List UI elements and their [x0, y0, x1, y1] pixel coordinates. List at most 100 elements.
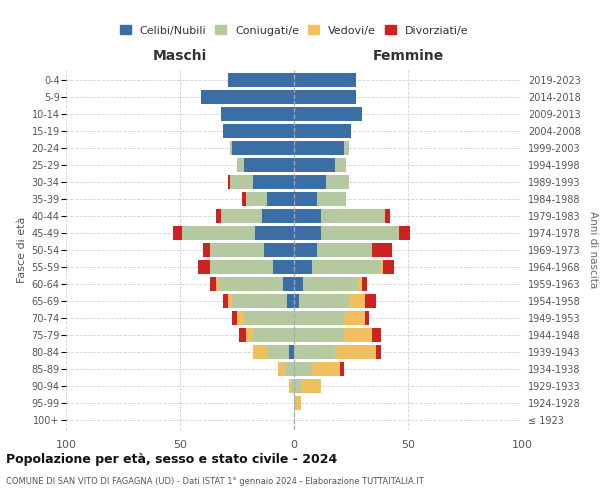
Bar — [221, 209, 294, 223]
Bar — [294, 396, 301, 410]
Bar — [265, 243, 294, 257]
Bar — [294, 345, 335, 359]
Bar — [294, 362, 344, 376]
Bar — [294, 192, 346, 206]
Bar — [294, 243, 371, 257]
Bar — [217, 277, 294, 291]
Bar — [294, 379, 322, 393]
Bar — [255, 226, 294, 240]
Bar — [294, 328, 371, 342]
Bar — [253, 175, 294, 189]
Bar — [182, 226, 294, 240]
Bar — [230, 141, 294, 155]
Bar — [294, 141, 349, 155]
Bar — [294, 277, 367, 291]
Bar — [292, 379, 294, 393]
Bar — [294, 158, 346, 172]
Bar — [294, 73, 356, 87]
Y-axis label: Fasce di età: Fasce di età — [17, 217, 27, 283]
Bar — [294, 362, 312, 376]
Bar — [239, 328, 294, 342]
Bar — [294, 209, 385, 223]
Bar — [294, 311, 369, 325]
Bar — [294, 175, 349, 189]
Bar — [221, 209, 294, 223]
Bar — [221, 107, 294, 121]
Bar — [294, 158, 346, 172]
Bar — [198, 260, 294, 274]
Bar — [228, 73, 294, 87]
Bar — [294, 260, 394, 274]
Bar — [203, 243, 294, 257]
Bar — [246, 192, 294, 206]
Bar — [266, 345, 294, 359]
Bar — [223, 124, 294, 138]
Bar — [294, 158, 346, 172]
Bar — [228, 73, 294, 87]
Bar — [294, 107, 362, 121]
Bar — [294, 379, 301, 393]
Bar — [294, 141, 349, 155]
Bar — [285, 362, 294, 376]
Bar — [294, 294, 349, 308]
Bar — [217, 209, 294, 223]
Bar — [294, 294, 365, 308]
Bar — [289, 379, 294, 393]
Bar — [294, 73, 356, 87]
Bar — [228, 73, 294, 87]
Bar — [294, 175, 349, 189]
Bar — [294, 226, 322, 240]
Bar — [221, 107, 294, 121]
Bar — [294, 226, 399, 240]
Bar — [278, 362, 294, 376]
Bar — [294, 175, 349, 189]
Bar — [289, 345, 294, 359]
Bar — [294, 345, 376, 359]
Bar — [253, 328, 294, 342]
Bar — [200, 90, 294, 104]
Bar — [294, 107, 362, 121]
Bar — [232, 141, 294, 155]
Bar — [294, 328, 344, 342]
Bar — [230, 175, 294, 189]
Bar — [294, 277, 358, 291]
Bar — [294, 209, 390, 223]
Bar — [230, 175, 294, 189]
Bar — [294, 260, 312, 274]
Y-axis label: Anni di nascita: Anni di nascita — [588, 212, 598, 288]
Bar — [262, 209, 294, 223]
Bar — [294, 90, 356, 104]
Bar — [294, 90, 356, 104]
Bar — [294, 379, 322, 393]
Bar — [209, 260, 294, 274]
Bar — [294, 107, 362, 121]
Bar — [209, 243, 294, 257]
Bar — [294, 73, 356, 87]
Bar — [219, 277, 294, 291]
Bar — [294, 175, 326, 189]
Bar — [223, 294, 294, 308]
Bar — [244, 158, 294, 172]
Bar — [237, 158, 294, 172]
Bar — [274, 260, 294, 274]
Text: Maschi: Maschi — [153, 49, 207, 63]
Bar — [223, 124, 294, 138]
Bar — [294, 158, 335, 172]
Text: Femmine: Femmine — [373, 49, 443, 63]
Bar — [253, 345, 294, 359]
Bar — [230, 141, 294, 155]
Bar — [200, 90, 294, 104]
Bar — [237, 158, 294, 172]
Bar — [182, 226, 294, 240]
Bar — [294, 226, 410, 240]
Bar — [294, 192, 317, 206]
Bar — [200, 90, 294, 104]
Bar — [237, 311, 294, 325]
Bar — [209, 260, 294, 274]
Bar — [278, 362, 294, 376]
Bar — [294, 345, 380, 359]
Bar — [232, 311, 294, 325]
Bar — [294, 243, 392, 257]
Bar — [221, 107, 294, 121]
Bar — [294, 277, 362, 291]
